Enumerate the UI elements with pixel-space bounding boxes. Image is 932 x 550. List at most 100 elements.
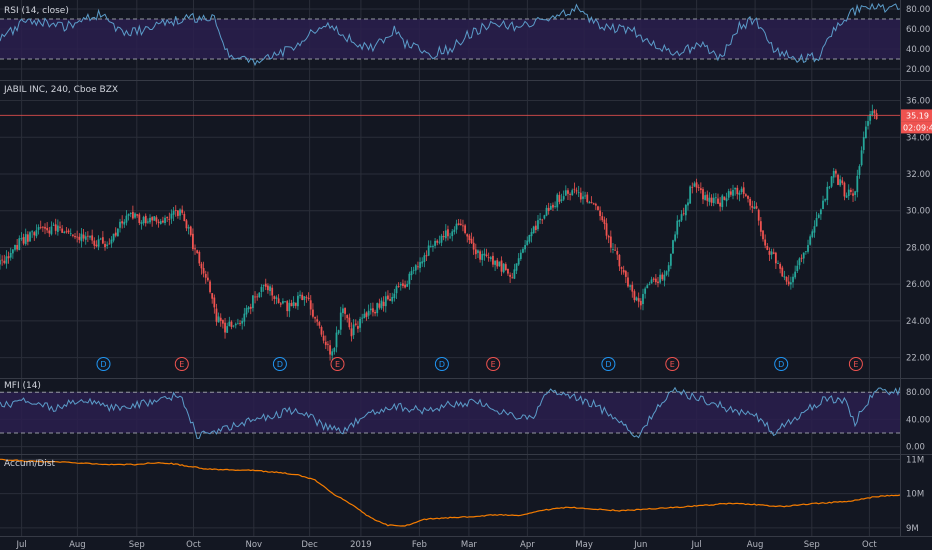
candle-body[interactable] (847, 189, 850, 197)
candle-body[interactable] (569, 194, 572, 195)
candle-body[interactable] (796, 265, 799, 272)
candle-body[interactable] (78, 236, 81, 240)
candle-body[interactable] (635, 297, 638, 301)
candle-body[interactable] (547, 207, 550, 211)
candle-body[interactable] (652, 278, 655, 280)
candle-body[interactable] (779, 264, 782, 269)
candle-body[interactable] (140, 222, 143, 224)
candle-body[interactable] (24, 234, 27, 245)
candle-body[interactable] (579, 192, 582, 200)
candle-body[interactable] (856, 175, 859, 193)
candle-body[interactable] (511, 277, 514, 279)
candle-body[interactable] (549, 205, 552, 210)
candle-body[interactable] (757, 209, 760, 221)
candle-body[interactable] (425, 255, 428, 257)
candle-body[interactable] (867, 121, 869, 126)
candle-body[interactable] (873, 110, 876, 114)
candle-body[interactable] (337, 330, 340, 334)
candle-body[interactable] (455, 223, 458, 230)
candle-body[interactable] (646, 285, 649, 289)
candle-body[interactable] (215, 308, 218, 322)
candle-body[interactable] (459, 223, 462, 226)
candle-body[interactable] (738, 192, 741, 195)
candle-body[interactable] (305, 297, 308, 298)
candle-body[interactable] (419, 262, 421, 268)
candle-body[interactable] (678, 219, 681, 222)
candle-body[interactable] (116, 228, 119, 237)
candle-body[interactable] (429, 246, 432, 247)
rsi-pane[interactable] (0, 2, 901, 67)
candle-body[interactable] (466, 234, 469, 237)
candle-body[interactable] (112, 233, 115, 241)
candle-body[interactable] (464, 225, 466, 234)
candle-body[interactable] (324, 341, 327, 346)
candle-body[interactable] (232, 325, 235, 327)
candle-body[interactable] (770, 251, 773, 255)
candle-body[interactable] (440, 235, 443, 243)
candle-body[interactable] (204, 274, 207, 278)
candle-body[interactable] (264, 283, 267, 287)
candle-body[interactable] (772, 252, 775, 254)
candle-body[interactable] (93, 240, 96, 246)
candle-body[interactable] (151, 217, 154, 221)
candle-body[interactable] (594, 203, 597, 206)
candle-body[interactable] (101, 237, 104, 244)
candle-body[interactable] (367, 310, 370, 316)
candle-body[interactable] (61, 228, 64, 233)
candle-body[interactable] (800, 257, 803, 259)
candle-body[interactable] (228, 321, 231, 327)
candle-body[interactable] (599, 210, 602, 216)
candle-body[interactable] (408, 273, 411, 285)
candle-body[interactable] (48, 230, 51, 234)
candle-body[interactable] (159, 221, 162, 224)
candle-body[interactable] (845, 195, 848, 198)
candle-body[interactable] (9, 252, 12, 258)
candle-body[interactable] (515, 263, 518, 271)
candle-body[interactable] (91, 235, 94, 241)
candle-body[interactable] (807, 245, 809, 252)
candle-body[interactable] (841, 180, 844, 184)
candle-body[interactable] (457, 223, 460, 225)
candle-body[interactable] (153, 216, 156, 221)
candle-body[interactable] (575, 190, 578, 192)
candle-body[interactable] (230, 321, 233, 327)
candle-body[interactable] (196, 250, 199, 253)
candle-body[interactable] (721, 195, 724, 208)
candle-body[interactable] (344, 308, 346, 314)
candle-body[interactable] (183, 213, 186, 222)
candle-body[interactable] (174, 210, 177, 211)
candle-body[interactable] (436, 240, 439, 243)
candle-body[interactable] (382, 301, 385, 307)
candle-body[interactable] (470, 238, 473, 244)
candle-body[interactable] (237, 323, 239, 325)
candle-body[interactable] (444, 230, 447, 239)
candle-body[interactable] (369, 308, 372, 311)
candle-body[interactable] (380, 300, 383, 309)
candle-body[interactable] (206, 277, 209, 281)
candle-body[interactable] (573, 188, 576, 190)
candle-body[interactable] (374, 311, 376, 314)
candle-body[interactable] (577, 192, 580, 194)
candle-body[interactable] (301, 294, 304, 301)
candle-body[interactable] (14, 244, 16, 250)
earnings-marker[interactable]: E (848, 357, 863, 371)
candle-body[interactable] (815, 218, 818, 227)
candle-body[interactable] (822, 200, 824, 209)
candle-body[interactable] (442, 235, 445, 238)
candle-body[interactable] (809, 236, 812, 245)
candle-body[interactable] (852, 193, 854, 196)
candle-body[interactable] (138, 214, 141, 223)
candle-body[interactable] (537, 220, 539, 230)
candle-body[interactable] (642, 294, 644, 305)
candle-body[interactable] (350, 328, 353, 337)
candle-body[interactable] (222, 320, 224, 324)
candle-body[interactable] (149, 217, 151, 223)
candle-body[interactable] (125, 215, 128, 223)
candle-body[interactable] (826, 186, 829, 201)
candle-body[interactable] (41, 226, 44, 228)
candle-body[interactable] (155, 217, 158, 222)
candle-body[interactable] (119, 221, 121, 228)
candle-body[interactable] (213, 297, 216, 308)
price-pane[interactable] (0, 104, 900, 362)
candle-body[interactable] (545, 207, 548, 216)
